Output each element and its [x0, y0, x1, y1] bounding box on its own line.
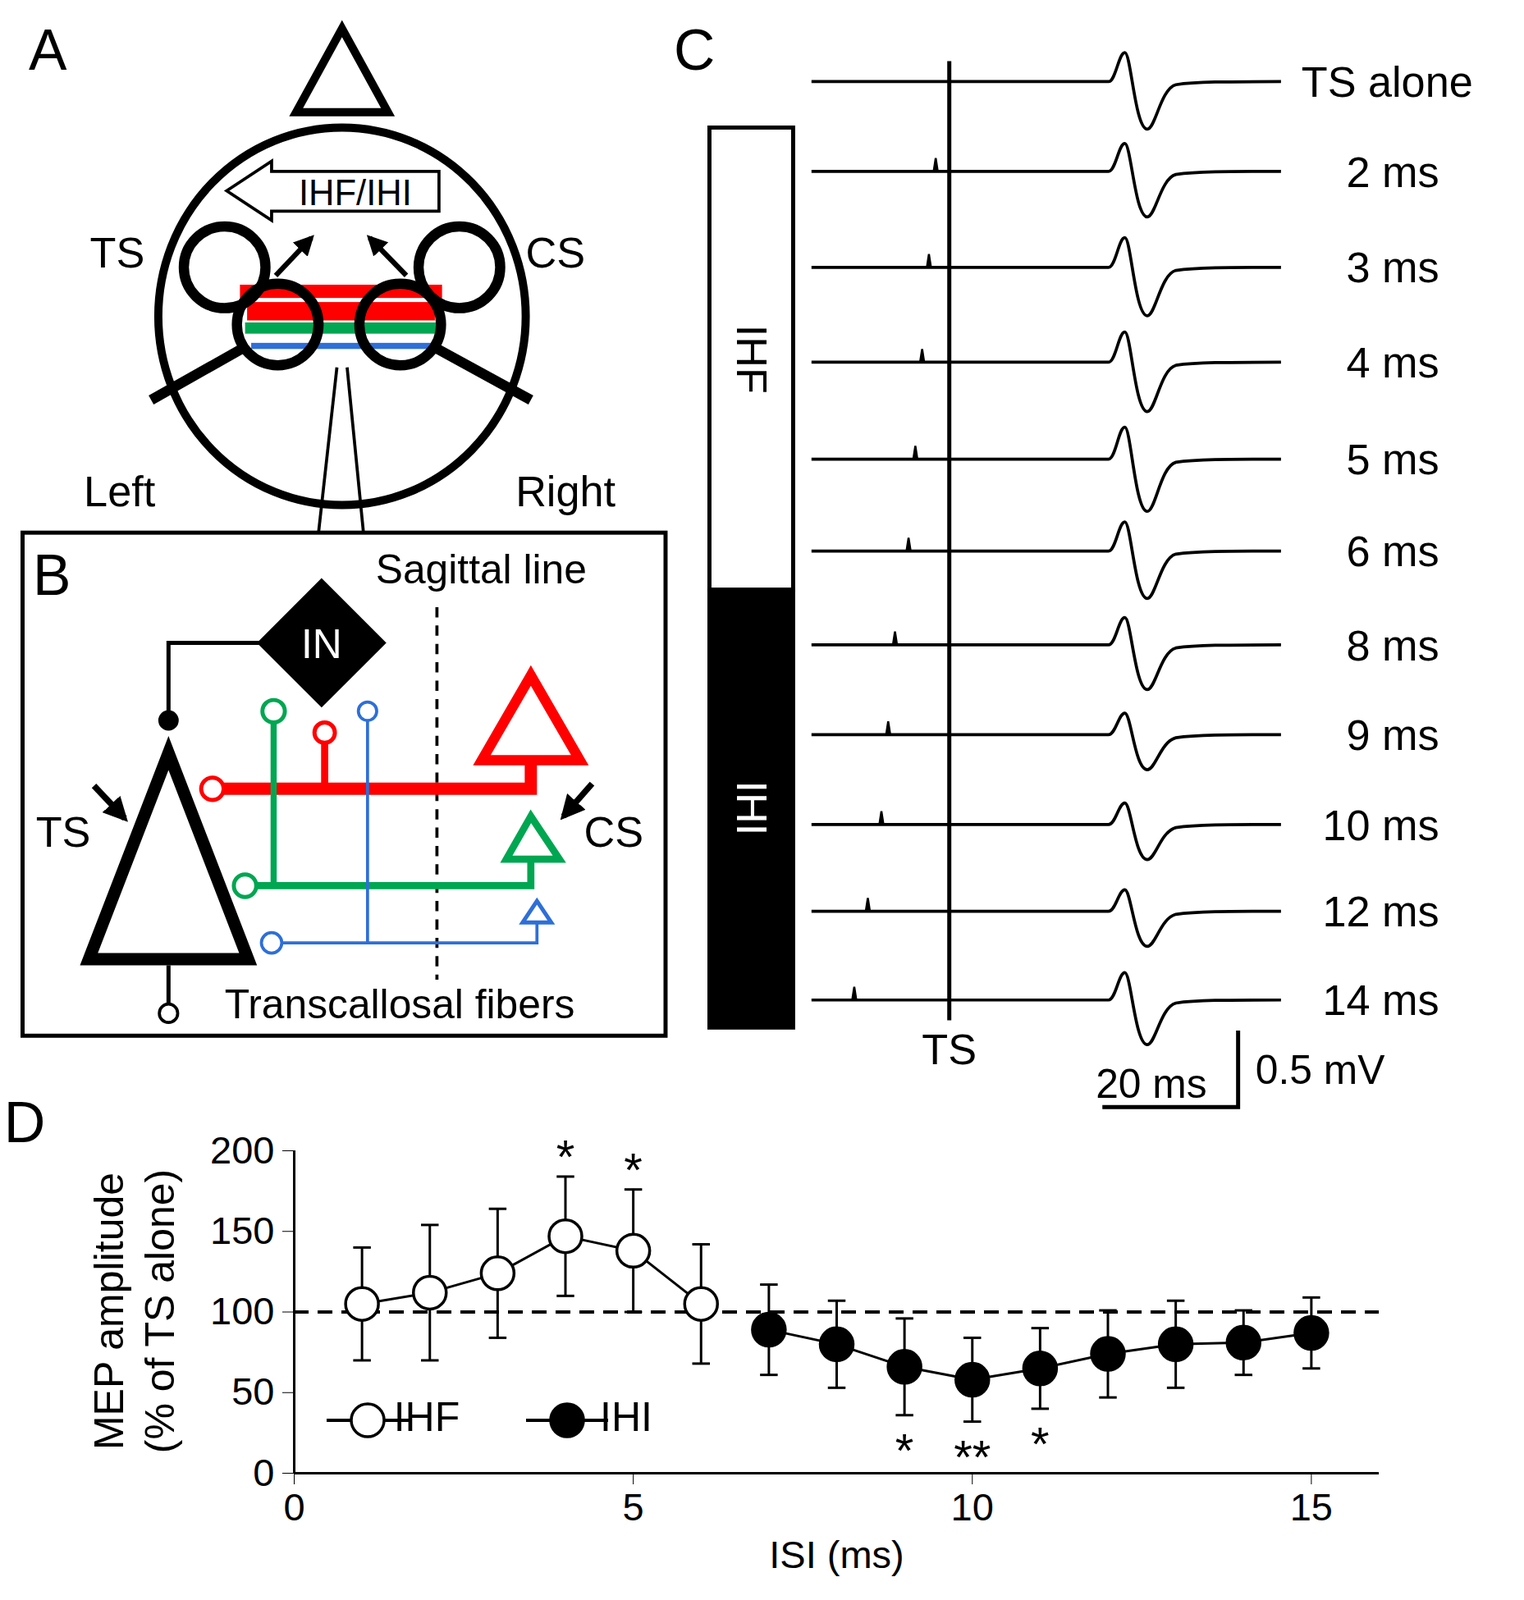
svg-text:150: 150 — [210, 1208, 275, 1253]
svg-text:TS: TS — [36, 808, 92, 856]
svg-text:A: A — [28, 18, 68, 83]
svg-text:MEP amplitude(% of TS alone): MEP amplitude(% of TS alone) — [86, 1169, 184, 1454]
svg-text:**: ** — [953, 1430, 991, 1484]
svg-text:IN: IN — [301, 621, 343, 668]
svg-text:TS alone: TS alone — [1301, 58, 1474, 106]
svg-text:*: * — [1030, 1417, 1050, 1471]
svg-text:C: C — [673, 18, 715, 83]
svg-text:CS: CS — [526, 228, 586, 277]
svg-text:200: 200 — [210, 1128, 275, 1172]
svg-text:Right: Right — [515, 467, 616, 516]
svg-text:TS: TS — [90, 228, 146, 277]
svg-text:12 ms: 12 ms — [1322, 887, 1439, 936]
svg-text:10: 10 — [951, 1485, 994, 1529]
svg-text:IHF/IHI: IHF/IHI — [298, 173, 412, 213]
svg-text:4 ms: 4 ms — [1345, 338, 1439, 387]
svg-text:IHI: IHI — [727, 781, 776, 837]
svg-text:0.5 mV: 0.5 mV — [1255, 1047, 1386, 1094]
svg-text:IHF: IHF — [727, 324, 776, 394]
svg-text:0: 0 — [283, 1485, 305, 1529]
svg-text:*: * — [623, 1143, 643, 1197]
svg-text:TS: TS — [921, 1025, 977, 1074]
svg-text:20 ms: 20 ms — [1095, 1061, 1207, 1108]
svg-text:Transcallosal fibers: Transcallosal fibers — [224, 981, 576, 1028]
svg-text:9 ms: 9 ms — [1345, 711, 1439, 760]
svg-text:B: B — [32, 543, 71, 608]
svg-text:50: 50 — [231, 1369, 275, 1414]
svg-text:10 ms: 10 ms — [1322, 801, 1439, 850]
svg-text:ISI (ms): ISI (ms) — [768, 1533, 904, 1577]
svg-text:5: 5 — [622, 1485, 645, 1529]
svg-text:*: * — [556, 1130, 576, 1184]
svg-text:*: * — [895, 1423, 915, 1478]
svg-text:15: 15 — [1290, 1485, 1333, 1529]
svg-text:5 ms: 5 ms — [1345, 435, 1439, 484]
svg-text:IHI: IHI — [599, 1394, 653, 1441]
svg-text:8 ms: 8 ms — [1345, 622, 1439, 670]
svg-text:14 ms: 14 ms — [1322, 976, 1439, 1025]
svg-text:0: 0 — [252, 1450, 275, 1495]
svg-text:2 ms: 2 ms — [1345, 148, 1439, 197]
svg-text:D: D — [4, 1090, 46, 1155]
svg-text:Left: Left — [83, 467, 156, 516]
svg-text:Sagittal line: Sagittal line — [375, 546, 587, 593]
svg-text:CS: CS — [583, 808, 644, 856]
svg-text:100: 100 — [210, 1289, 275, 1333]
svg-text:IHF: IHF — [393, 1394, 461, 1441]
svg-text:3 ms: 3 ms — [1345, 243, 1439, 292]
svg-text:6 ms: 6 ms — [1345, 527, 1439, 576]
